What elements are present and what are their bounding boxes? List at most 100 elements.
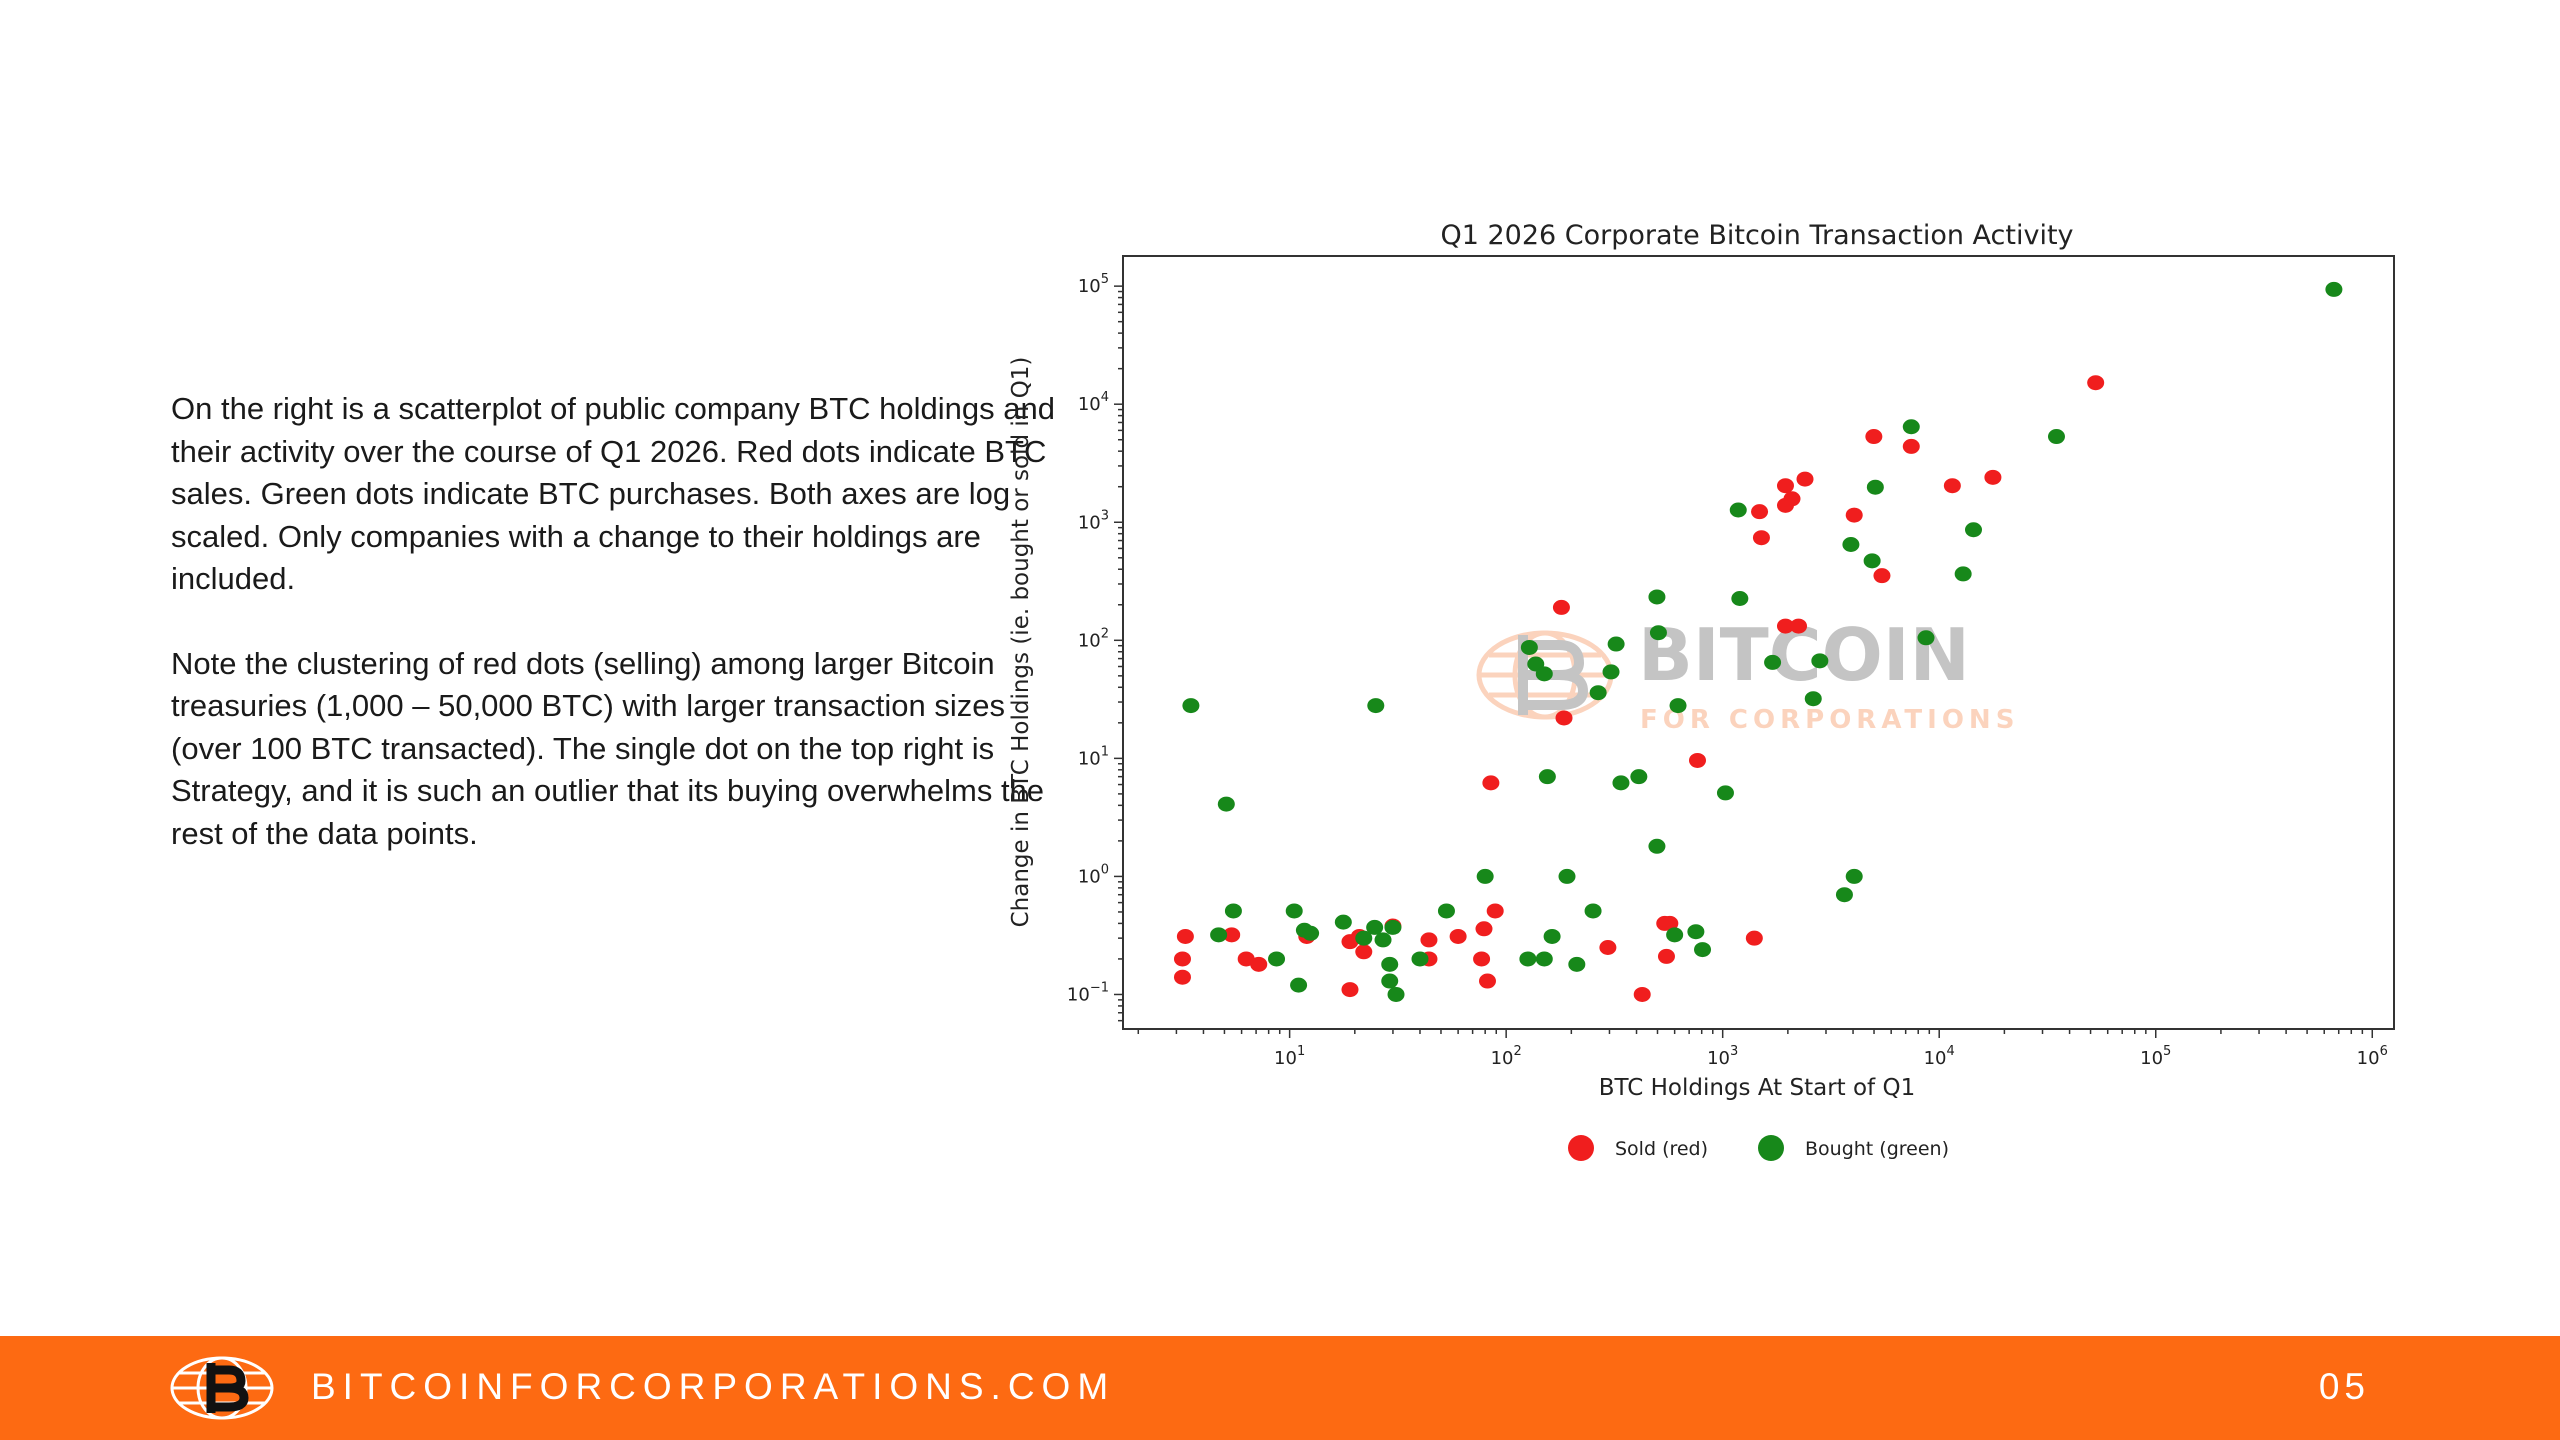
- sold-point: [1552, 599, 1570, 615]
- sold-point: [1173, 951, 1191, 967]
- bought-point: [1845, 868, 1863, 884]
- x-tick-label: 101: [1274, 1044, 1305, 1069]
- legend-label-bought: Bought (green): [1805, 1138, 1949, 1160]
- x-tick-label: 102: [1491, 1044, 1522, 1069]
- sold-point: [1902, 438, 1920, 454]
- bought-point: [1543, 928, 1561, 944]
- bought-point: [1902, 419, 1920, 435]
- bought-point: [1381, 956, 1399, 972]
- bought-point: [1224, 903, 1242, 919]
- bought-point: [1535, 951, 1553, 967]
- bought-point: [1764, 654, 1782, 670]
- sold-point: [1223, 927, 1241, 943]
- bought-point: [1731, 591, 1749, 607]
- bought-point: [1381, 973, 1399, 989]
- y-tick-label: 10−1: [1067, 980, 1109, 1005]
- bought-point: [1367, 698, 1385, 714]
- description-paragraph-1: On the right is a scatterplot of public …: [171, 391, 1055, 596]
- sold-point: [1420, 932, 1438, 948]
- sold-point: [1478, 973, 1496, 989]
- sold-point: [1865, 429, 1883, 445]
- bought-point: [1835, 887, 1853, 903]
- bought-point: [2325, 281, 2343, 297]
- bought-point: [1476, 868, 1494, 884]
- y-tick-label: 102: [1078, 626, 1109, 651]
- description-paragraph-2: Note the clustering of red dots (selling…: [171, 645, 1045, 851]
- sold-point: [1783, 491, 1801, 507]
- bought-point: [1589, 685, 1607, 701]
- x-tick-label: 104: [1924, 1044, 1955, 1069]
- sold-point: [1745, 930, 1763, 946]
- bought-point: [1649, 625, 1667, 641]
- sold-point: [1688, 752, 1706, 768]
- scatter-chart: BITCOIN FOR CORPORATIONS Q1 2026 Corpora…: [1008, 220, 2395, 1161]
- sold-point: [1449, 928, 1467, 944]
- sold-point: [1661, 915, 1679, 931]
- bought-point: [1954, 566, 1972, 582]
- bought-point: [1811, 653, 1829, 669]
- bought-point: [1716, 785, 1734, 801]
- bought-point: [1374, 932, 1392, 948]
- bought-point: [1804, 691, 1822, 707]
- sold-point: [1250, 956, 1268, 972]
- chart-title: Q1 2026 Corporate Bitcoin Transaction Ac…: [1440, 220, 2073, 251]
- sold-point: [1633, 986, 1651, 1002]
- page-number: 05: [2318, 1366, 2370, 1407]
- watermark-subtitle: FOR CORPORATIONS: [1640, 705, 2019, 735]
- bought-point: [1694, 942, 1712, 958]
- bought-point: [1648, 838, 1666, 854]
- bought-point: [1687, 924, 1705, 940]
- bought-point: [1568, 956, 1586, 972]
- sold-point: [1482, 775, 1500, 791]
- bought-point: [1520, 639, 1538, 655]
- bought-point: [1538, 769, 1556, 785]
- sold-point: [2087, 375, 2105, 391]
- bought-point: [1607, 636, 1625, 652]
- sold-point: [1176, 928, 1194, 944]
- sold-point: [1776, 478, 1794, 494]
- bought-point: [1411, 951, 1429, 967]
- x-tick-label: 103: [1707, 1044, 1738, 1069]
- legend-marker-sold: [1568, 1135, 1594, 1161]
- bought-point: [2047, 429, 2065, 445]
- legend: Sold (red) Bought (green): [1568, 1135, 1949, 1161]
- bought-point: [1612, 775, 1630, 791]
- sold-point: [1355, 944, 1373, 960]
- bought-point: [1558, 868, 1576, 884]
- sold-point: [1752, 530, 1770, 546]
- bought-point: [1290, 977, 1308, 993]
- sold-point: [1873, 568, 1891, 584]
- bought-point: [1437, 903, 1455, 919]
- bought-point: [1302, 925, 1320, 941]
- y-tick-label: 104: [1078, 390, 1109, 415]
- globe-bitcoin-logo-icon: [170, 1356, 274, 1420]
- sold-point: [1845, 507, 1863, 523]
- y-tick-label: 103: [1078, 508, 1109, 533]
- sold-point: [1237, 951, 1255, 967]
- footer-website: BITCOINFORCORPORATIONS.COM: [311, 1366, 1116, 1407]
- bought-point: [1584, 903, 1602, 919]
- sold-point: [1486, 903, 1504, 919]
- bought-point: [1182, 698, 1200, 714]
- bought-point: [1217, 796, 1235, 812]
- sold-point: [1599, 939, 1617, 955]
- footer-bar: BITCOINFORCORPORATIONS.COM 05: [0, 1336, 2560, 1440]
- sold-point: [1751, 504, 1769, 520]
- y-tick-label: 101: [1078, 744, 1109, 769]
- y-tick-label: 105: [1078, 272, 1109, 297]
- bought-point: [1210, 927, 1228, 943]
- sold-point: [1796, 471, 1814, 487]
- bought-point: [1355, 930, 1373, 946]
- bought-point: [1917, 630, 1935, 646]
- x-tick-label: 105: [2140, 1044, 2171, 1069]
- bought-point: [1866, 479, 1884, 495]
- bought-point: [1268, 951, 1286, 967]
- bought-point: [1842, 536, 1860, 552]
- plot-frame: [1122, 255, 2395, 1030]
- bought-point: [1334, 914, 1352, 930]
- bought-point: [1366, 919, 1384, 935]
- sold-point: [1790, 618, 1808, 634]
- bought-point: [1863, 553, 1881, 569]
- sold-point: [1475, 921, 1493, 937]
- sold-point: [1173, 969, 1191, 985]
